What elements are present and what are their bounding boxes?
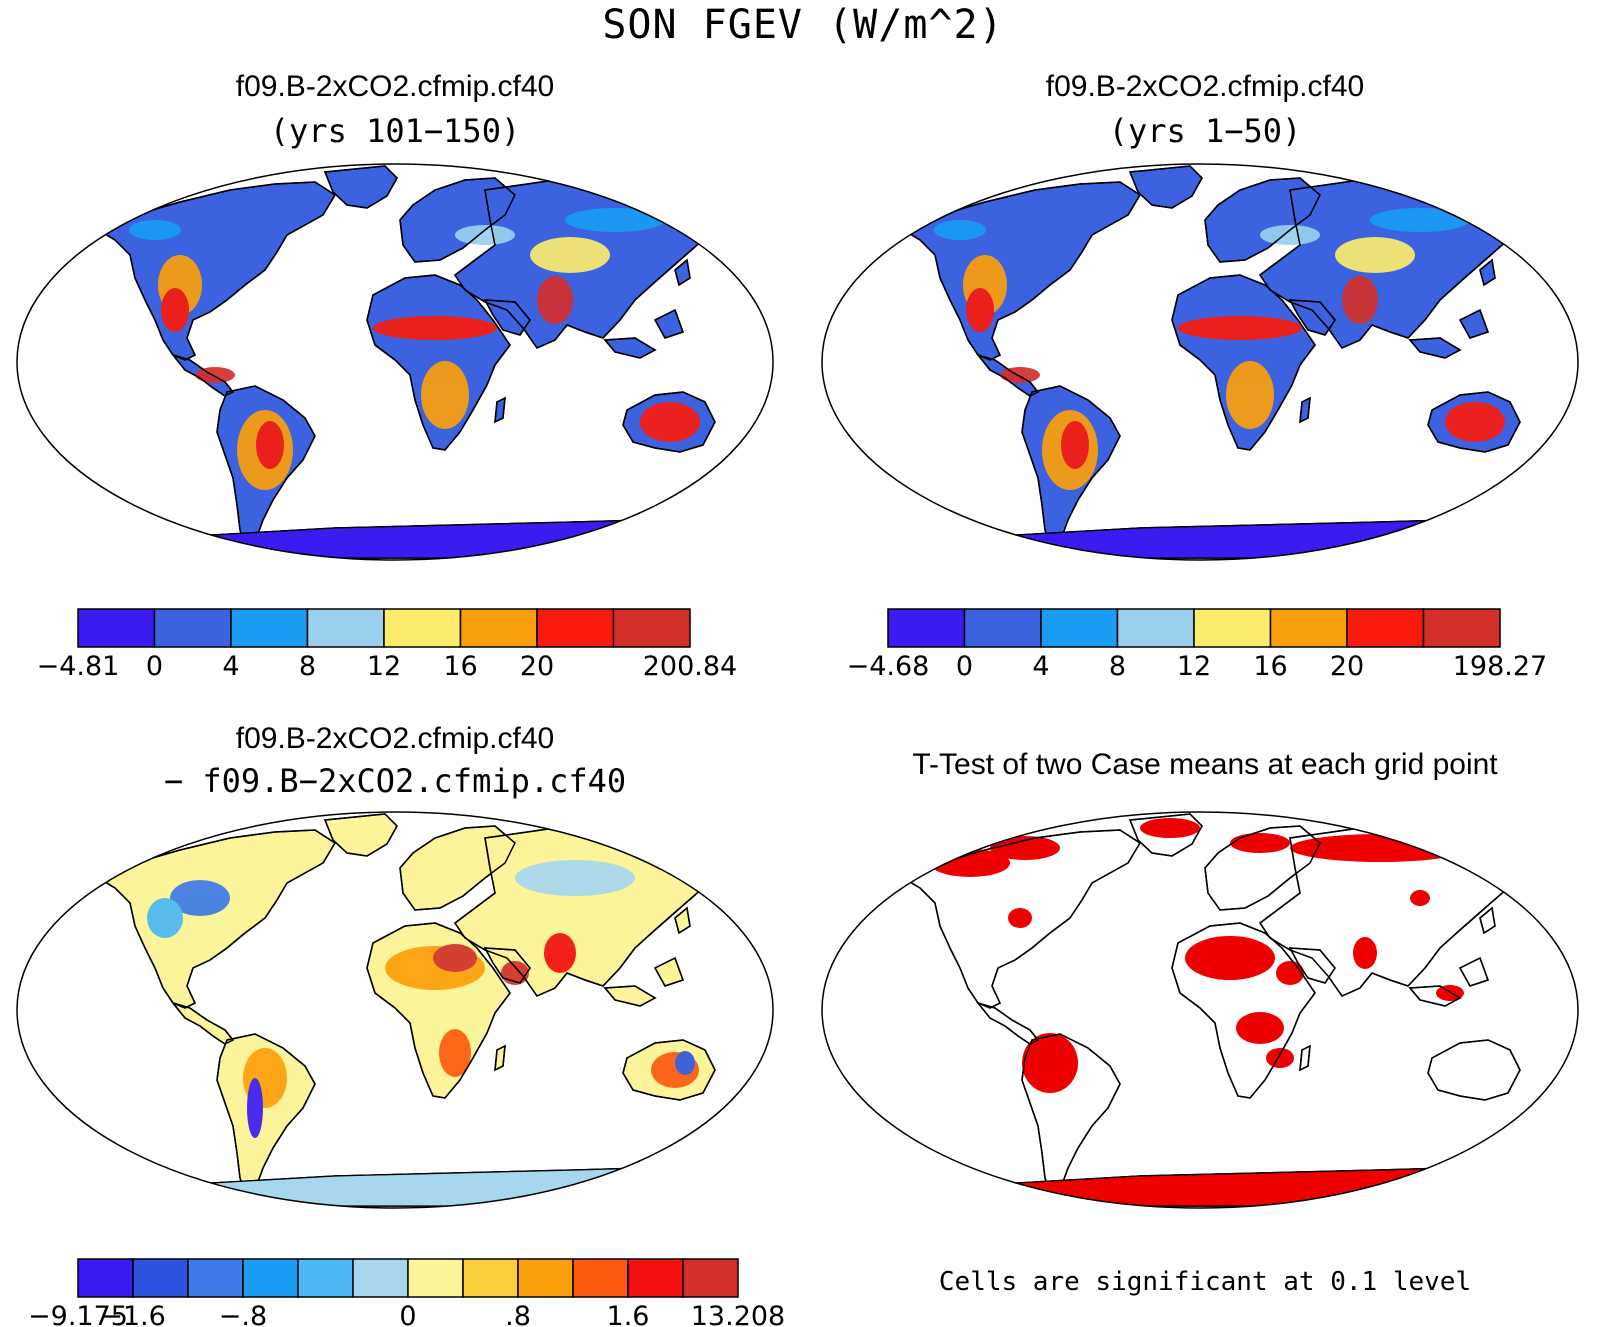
ttest-footnote: Cells are significant at 0.1 level	[938, 1267, 1472, 1297]
colorbar-box	[1040, 608, 1119, 648]
colorbar-box	[153, 608, 232, 648]
significant-cells	[1185, 936, 1275, 980]
field-patches	[147, 860, 699, 1138]
colorbar-box	[407, 1258, 464, 1298]
field-patches	[934, 208, 1505, 490]
colorbar-tick-label: 12	[1177, 651, 1211, 682]
significant-cells	[1410, 890, 1430, 906]
significant-cells	[1353, 937, 1377, 969]
colorbar-tick-label: 20	[520, 651, 554, 682]
panel-diff-title: f09.B-2xCO2.cfmip.cf40	[235, 722, 555, 755]
panel-case1-subtitle: (yrs 101−150)	[269, 112, 521, 150]
colorbar-box	[383, 608, 462, 648]
map-outline	[16, 811, 774, 1209]
colorbar-box	[627, 1258, 684, 1298]
significant-cells	[1236, 1012, 1284, 1044]
significant-cells	[990, 836, 1060, 860]
map-diff	[16, 811, 774, 1209]
colorbar-tick-label: 198.27	[1453, 651, 1547, 682]
colorbar-tick-label: −1.6	[100, 1301, 166, 1327]
colorbar-tick-label: −9.175	[30, 1301, 128, 1327]
colorbar-box	[887, 608, 966, 648]
colorbar-tick-label: 4	[222, 651, 239, 682]
colorbar-tick-label: 1.6	[607, 1301, 650, 1327]
map-ttest	[821, 811, 1579, 1209]
panel-case2-title: f09.B-2xCO2.cfmip.cf40	[1045, 70, 1365, 103]
colorbar-tick-label: 16	[443, 651, 477, 682]
significant-cells	[1140, 818, 1200, 838]
colorbar-box	[612, 608, 691, 648]
colorbar-box	[77, 608, 156, 648]
map-case2	[821, 163, 1579, 561]
map-case1	[16, 163, 774, 561]
map-outline	[821, 163, 1579, 561]
panel-ttest-title: T-Test of two Case means at each grid po…	[912, 748, 1498, 781]
colorbar-tick-label: 12	[367, 651, 401, 682]
colorbar-box	[963, 608, 1042, 648]
map-outline	[16, 163, 774, 561]
colorbar-box	[1193, 608, 1272, 648]
colorbar-tick-label: 8	[299, 651, 316, 682]
colorbar-tick-label: −4.68	[847, 651, 930, 682]
colorbar-box	[1422, 608, 1501, 648]
colorbar-box	[77, 1258, 134, 1298]
colorbar-box	[462, 1258, 519, 1298]
colorbar-tick-label: 0	[399, 1301, 416, 1327]
colorbar-tick-label: −.8	[219, 1301, 267, 1327]
significant-cells	[1022, 1033, 1078, 1093]
colorbar-box	[459, 608, 538, 648]
colorbar-box	[1269, 608, 1348, 648]
colorbar-tick-label: 20	[1330, 651, 1364, 682]
significant-cells	[1266, 1048, 1294, 1068]
colorbar-box	[187, 1258, 244, 1298]
colorbar-box	[352, 1258, 409, 1298]
panel-case2-subtitle: (yrs 1−50)	[1108, 112, 1302, 150]
colorbar-box	[297, 1258, 354, 1298]
significant-cells	[1008, 908, 1032, 928]
colorbar-tick-label: −4.81	[37, 651, 120, 682]
map-outline	[821, 811, 1579, 1209]
colorbar-box	[1116, 608, 1195, 648]
colorbar-box	[572, 1258, 629, 1298]
colorbar-tick-label: .8	[505, 1301, 531, 1327]
colorbar-box	[682, 1258, 739, 1298]
significance-patches	[930, 818, 1470, 1093]
colorbar-box	[517, 1258, 574, 1298]
colorbar-case1: −4.81 0 4 8 12 16 20 200.84	[37, 608, 737, 682]
figure-title: SON FGEV (W/m^2)	[602, 2, 1004, 48]
colorbar-tick-label: 0	[956, 651, 973, 682]
colorbar-box	[1346, 608, 1425, 648]
colorbar-box	[132, 1258, 189, 1298]
colorbar-tick-label: 13.208	[691, 1301, 785, 1327]
significant-cells	[1230, 833, 1290, 853]
colorbar-tick-label: 4	[1032, 651, 1049, 682]
panel-case1-title: f09.B-2xCO2.cfmip.cf40	[235, 70, 555, 103]
colorbar-box	[230, 608, 309, 648]
colorbar-box	[242, 1258, 299, 1298]
panel-diff-subtitle: − f09.B−2xCO2.cfmip.cf40	[163, 762, 627, 800]
colorbar-tick-label: 8	[1109, 651, 1126, 682]
colorbar-case2: −4.68 0 4 8 12 16 20 198.27	[847, 608, 1547, 682]
field-patches	[129, 208, 700, 490]
colorbar-tick-label: 200.84	[643, 651, 737, 682]
colorbar-box	[306, 608, 385, 648]
colorbar-box	[536, 608, 615, 648]
colorbar-diff: −9.175−1.6 −.8 0 .8 1.6 13.208	[30, 1258, 785, 1327]
colorbar-tick-label: 0	[146, 651, 163, 682]
colorbar-tick-label: 16	[1253, 651, 1287, 682]
